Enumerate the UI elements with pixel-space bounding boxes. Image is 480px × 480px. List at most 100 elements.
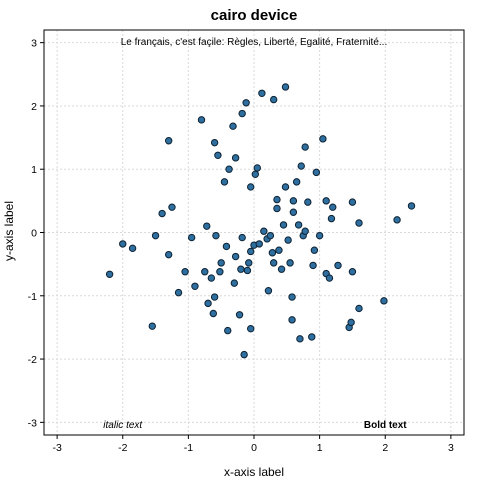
scatter-point	[266, 231, 275, 240]
scatter-point	[355, 219, 363, 227]
scatter-point	[258, 89, 266, 97]
x-tick-label: -3	[52, 442, 61, 454]
scatter-point	[224, 326, 232, 335]
scatter-point	[253, 164, 261, 172]
scatter-point	[164, 250, 173, 259]
scatter-point	[309, 261, 317, 270]
scatter-point	[168, 203, 176, 211]
scatter-point	[203, 222, 211, 230]
x-tick-label: -2	[118, 442, 127, 454]
x-tick-label: 3	[448, 442, 454, 454]
scatter-point	[264, 287, 273, 295]
annotation-italic: italic text	[103, 420, 143, 431]
scatter-point	[297, 162, 305, 170]
scatter-point	[245, 259, 253, 267]
scatter-point	[240, 350, 248, 359]
scatter-point	[322, 197, 330, 205]
scatter-point	[247, 247, 255, 256]
scatter-point	[288, 316, 296, 324]
x-tick-label: 1	[317, 442, 323, 454]
scatter-point	[273, 204, 281, 213]
y-tick-label: -3	[28, 417, 37, 429]
y-axis-ticks: -3 -2 -1 0 1 2 3	[28, 38, 44, 429]
scatter-point	[148, 322, 156, 330]
scatter-point	[119, 240, 127, 248]
scatter-point	[312, 168, 321, 177]
scatter-point	[105, 270, 114, 278]
scatter-point	[334, 261, 342, 270]
y-tick-label: 0	[31, 228, 37, 240]
scatter-point	[210, 138, 219, 147]
annotation-bold: Bold text	[364, 420, 407, 431]
x-axis-ticks: -3 -2 -1 0 1 2 3	[52, 435, 454, 454]
scatter-point	[355, 304, 363, 313]
x-tick-label: -1	[184, 442, 193, 454]
x-tick-label: 2	[382, 442, 388, 454]
scatter-point	[325, 274, 334, 282]
scatter-point	[279, 221, 288, 229]
scatter-point	[231, 154, 240, 162]
scatter-point	[243, 266, 252, 275]
scatter-point	[329, 203, 337, 211]
scatter-point	[277, 265, 286, 273]
scatter-point	[284, 236, 292, 244]
scatter-point	[235, 311, 244, 319]
scatter-point	[164, 137, 173, 145]
scatter-point	[407, 202, 416, 210]
scatter-point	[216, 268, 224, 276]
scatter-point	[289, 197, 298, 205]
scatter-point	[238, 109, 246, 118]
scatter-point	[288, 293, 296, 301]
scatter-point	[269, 259, 278, 267]
scatter-point	[231, 252, 240, 261]
scatter-point	[151, 231, 160, 240]
scatter-point	[319, 135, 327, 143]
scatter-point	[301, 143, 309, 151]
scatter-point	[207, 274, 216, 282]
scatter-point	[348, 198, 357, 206]
scatter-point	[304, 198, 312, 206]
scatter-point	[380, 297, 388, 305]
scatter-point	[301, 227, 309, 235]
scatter-point	[315, 231, 324, 240]
y-tick-label: 2	[31, 101, 37, 113]
scatter-point	[242, 99, 250, 107]
scatter-point	[214, 151, 222, 159]
scatter-point	[204, 299, 212, 308]
scatter-point	[296, 335, 304, 343]
scatter-point	[247, 183, 255, 191]
scatter-point	[230, 279, 239, 287]
scatter-point	[220, 178, 229, 186]
scatter-point	[229, 122, 237, 130]
y-tick-label: -2	[28, 354, 37, 366]
y-tick-label: 1	[31, 164, 37, 176]
scatter-point	[197, 116, 206, 124]
scatter-point	[260, 227, 268, 235]
scatter-point	[292, 178, 301, 186]
scatter-point	[225, 165, 233, 173]
scatter-point	[210, 293, 219, 301]
scatter-point	[310, 246, 319, 254]
data-points	[105, 83, 416, 359]
scatter-point	[393, 216, 401, 224]
scatter-point	[128, 244, 137, 253]
annotations: Le français, c'est façile: Règles, Liber…	[103, 37, 407, 431]
scatter-point	[286, 259, 294, 267]
scatter-point	[238, 233, 246, 242]
scatter-point	[308, 333, 316, 341]
scatter-point	[212, 231, 220, 240]
x-tick-label: 0	[251, 442, 257, 454]
scatter-point	[201, 268, 209, 276]
scatter-point	[268, 249, 277, 257]
x-axis-label: x-axis label	[224, 465, 284, 479]
scatter-point	[327, 214, 336, 223]
scatter-point	[294, 221, 303, 229]
scatter-point	[281, 183, 290, 191]
scatter-point	[347, 318, 355, 327]
scatter-point	[174, 288, 183, 297]
scatter-point	[269, 95, 278, 104]
scatter-point	[181, 268, 189, 276]
scatter-point	[255, 240, 263, 248]
scatter-point	[251, 170, 260, 178]
